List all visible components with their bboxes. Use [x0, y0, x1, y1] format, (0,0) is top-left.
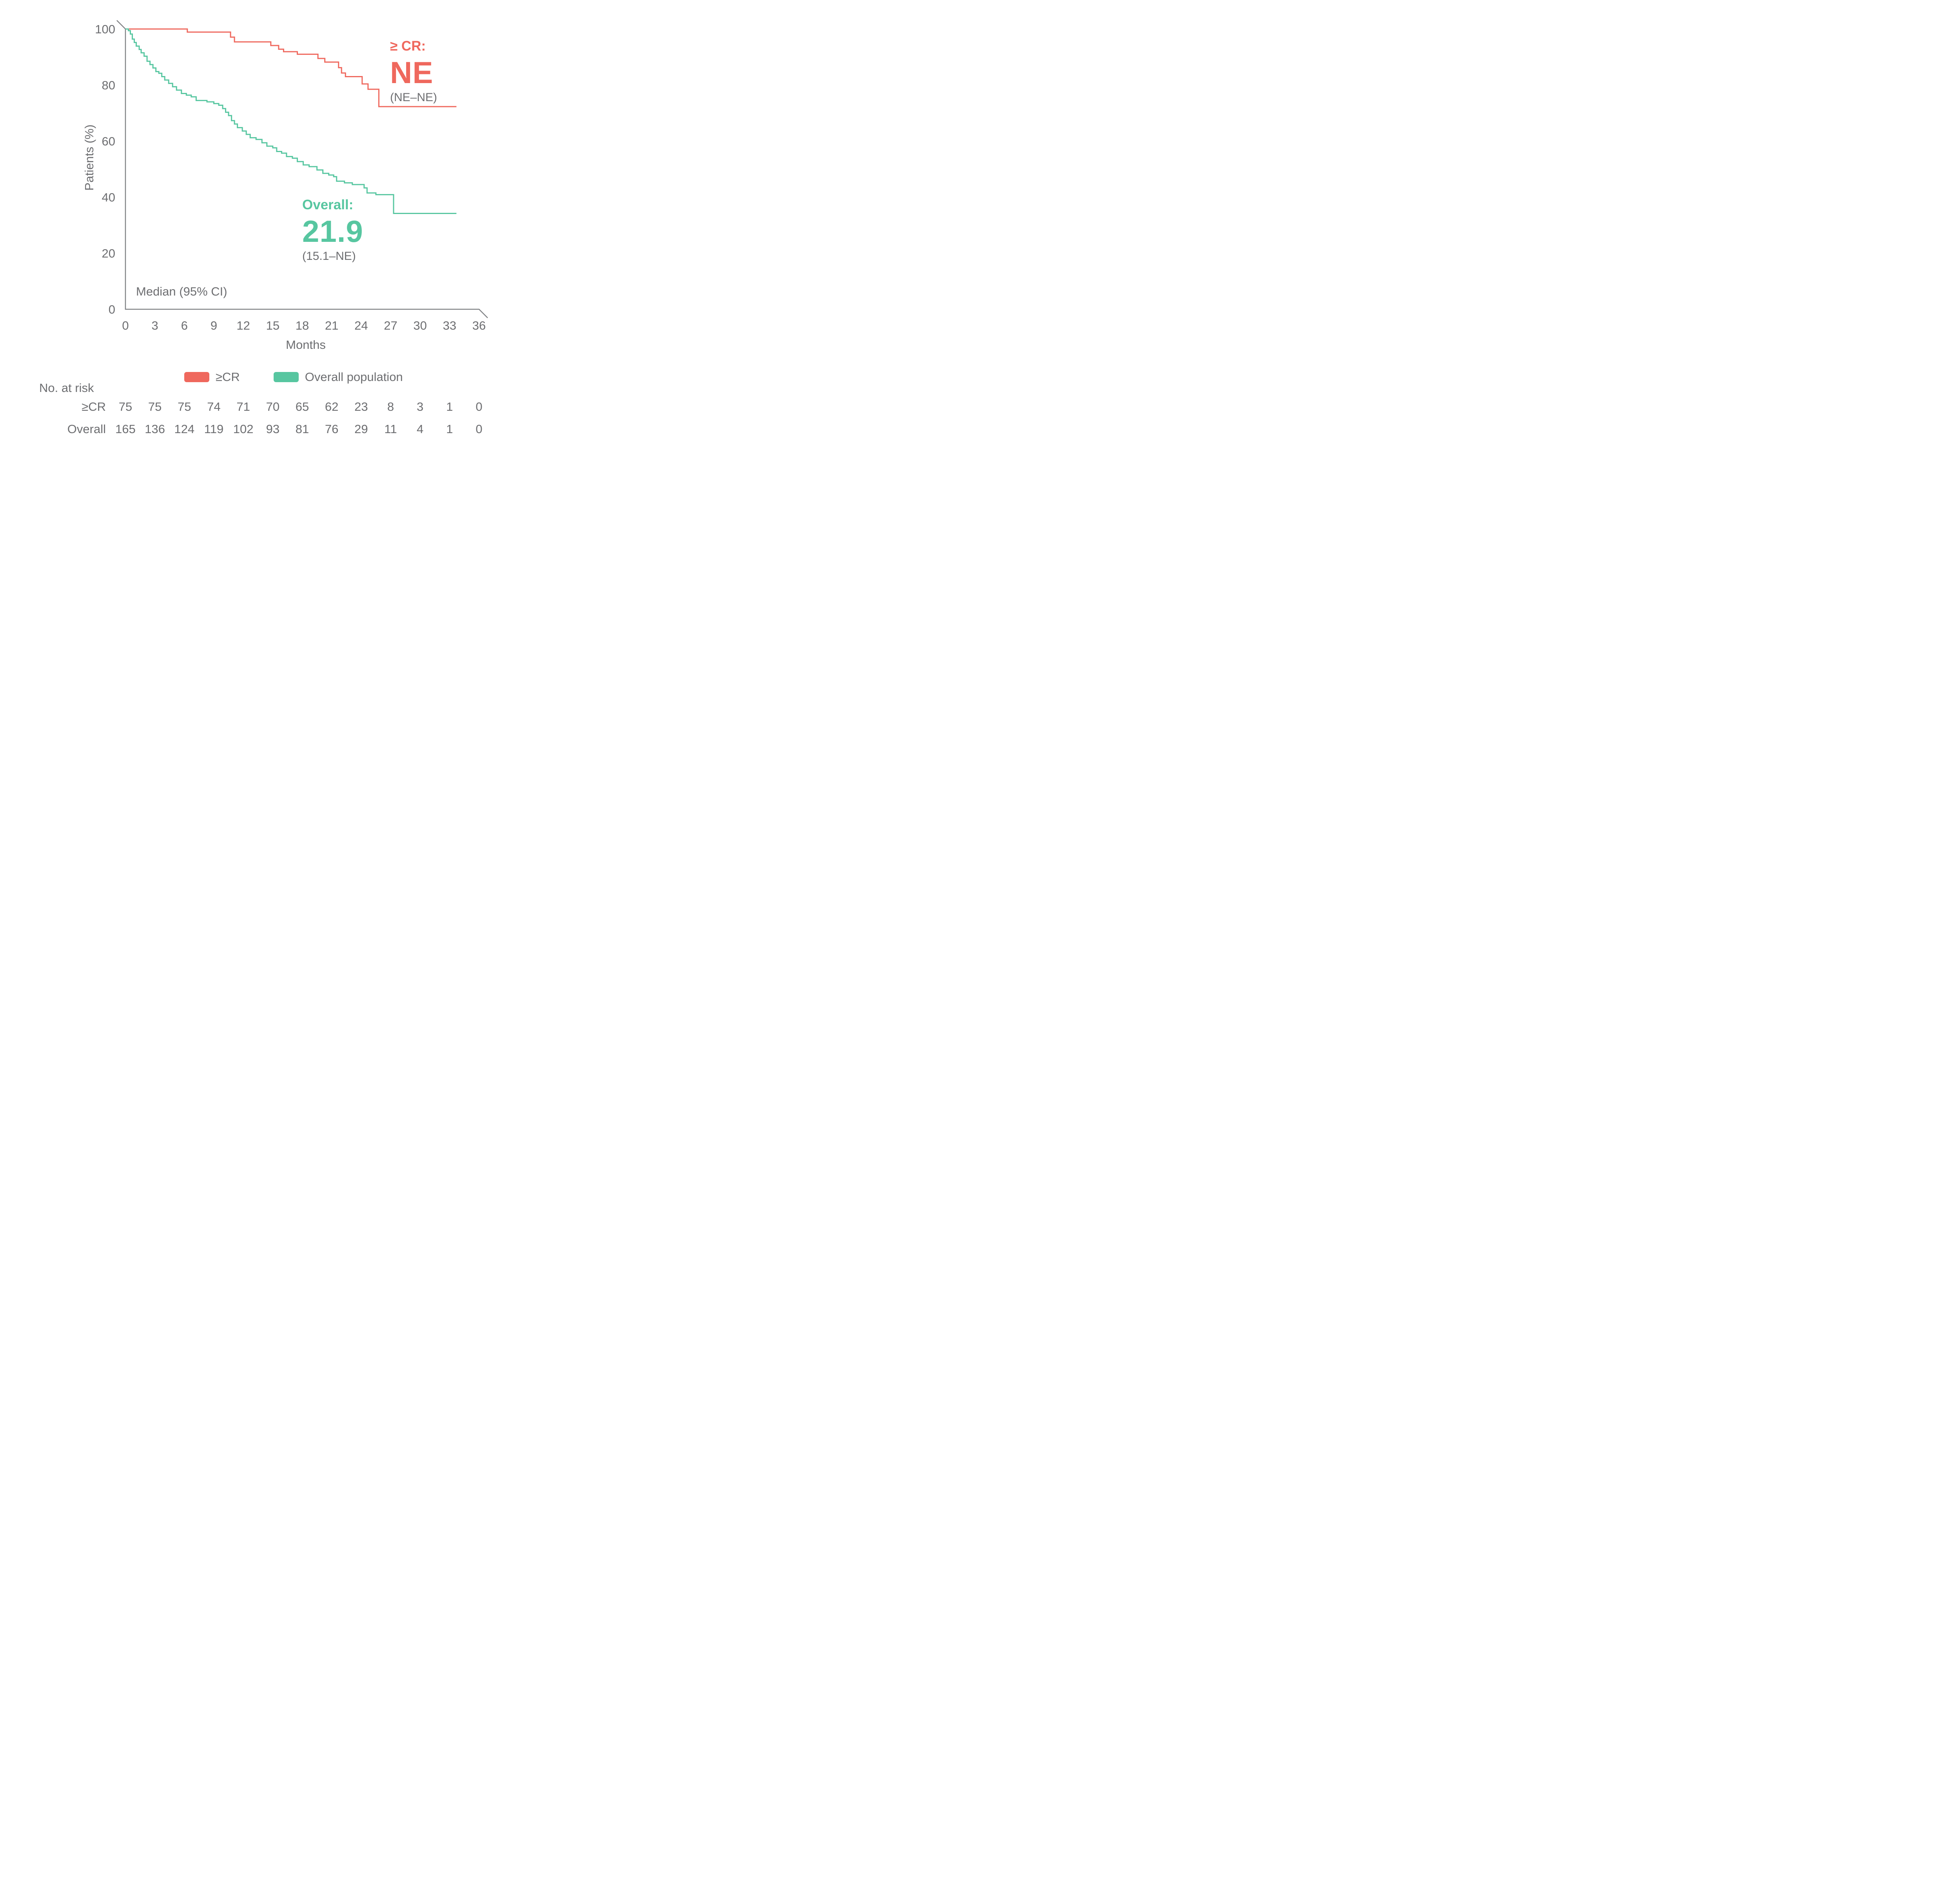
at-risk-value: 62: [325, 400, 338, 414]
at-risk-value: 1: [446, 422, 453, 436]
at-risk-value: 165: [115, 422, 136, 436]
y-tick-label: 60: [102, 134, 115, 148]
at-risk-value: 81: [296, 422, 309, 436]
x-tick-label: 36: [472, 319, 486, 332]
x-tick-label: 24: [354, 319, 368, 332]
at-risk-value: 11: [384, 422, 397, 436]
km-curve-cr: [125, 28, 457, 107]
km-curve-overall: [125, 28, 457, 214]
km-figure: 0 20 40 60 80 100 0 3 6 9 12 15 18 21 24 27 30 33 36 ≥CR 75 7…: [0, 0, 525, 473]
at-risk-value: 29: [354, 422, 368, 436]
at-risk-value: 75: [178, 400, 191, 414]
at-risk-value: 75: [119, 400, 132, 414]
x-tick-label: 12: [236, 319, 250, 332]
overall-median-ci: (15.1–NE): [302, 249, 356, 263]
no-at-risk-title: No. at risk: [39, 381, 94, 395]
overall-median-label: Overall:: [302, 197, 354, 212]
at-risk-value: 8: [387, 400, 394, 414]
cr-legend-swatch-icon: [184, 372, 209, 382]
axes-line: [116, 20, 488, 318]
at-risk-row-label-0: ≥CR: [82, 400, 106, 414]
cr-median-ci: (NE–NE): [390, 91, 437, 104]
at-risk-value: 4: [417, 422, 423, 436]
overall-legend-swatch-icon: [273, 372, 299, 382]
y-tick-label: 0: [109, 303, 115, 316]
x-tick-label: 9: [211, 319, 217, 332]
y-tick-label: 40: [102, 190, 115, 204]
median-ci-note: Median (95% CI): [136, 285, 227, 298]
at-risk-value: 76: [325, 422, 338, 436]
at-risk-value: 102: [233, 422, 254, 436]
x-tick-label: 6: [181, 319, 188, 332]
y-axis-title: Patients (%): [82, 124, 96, 191]
at-risk-value: 119: [204, 422, 223, 436]
x-tick-label: 0: [122, 319, 129, 332]
legend-item-overall: Overall population: [273, 370, 403, 384]
x-tick-label: 3: [152, 319, 158, 332]
x-axis-title: Months: [286, 338, 326, 352]
cr-median-annotation: ≥ CR: NE (NE–NE): [390, 39, 437, 103]
overall-median-annotation: Overall: 21.9 (15.1–NE): [302, 198, 363, 262]
at-risk-value: 3: [417, 400, 423, 414]
x-tick-label: 21: [325, 319, 338, 332]
legend-item-cr: ≥CR: [184, 370, 240, 384]
at-risk-value: 0: [475, 400, 482, 414]
x-tick-label: 30: [413, 319, 426, 332]
at-risk-value: 1: [446, 400, 453, 414]
x-tick-label: 27: [384, 319, 397, 332]
at-risk-value: 93: [266, 422, 279, 436]
at-risk-value: 70: [266, 400, 279, 414]
at-risk-value: 23: [354, 400, 368, 414]
at-risk-value: 65: [296, 400, 309, 414]
x-tick-label: 18: [296, 319, 309, 332]
y-tick-label: 100: [95, 22, 115, 36]
at-risk-value: 124: [174, 422, 194, 436]
at-risk-value: 136: [145, 422, 165, 436]
y-tick-label: 20: [102, 247, 115, 260]
cr-median-value: NE: [390, 55, 434, 90]
cr-median-label: ≥ CR:: [390, 38, 426, 54]
overall-legend-label: Overall population: [305, 370, 403, 384]
x-tick-label: 33: [443, 319, 456, 332]
overall-median-value: 21.9: [302, 214, 363, 249]
at-risk-value: 0: [475, 422, 482, 436]
at-risk-row-label-1: Overall: [67, 422, 106, 436]
at-risk-value: 74: [207, 400, 220, 414]
at-risk-value: 71: [236, 400, 250, 414]
cr-legend-label: ≥CR: [216, 370, 240, 384]
x-tick-label: 15: [266, 319, 279, 332]
legend: ≥CR Overall population: [184, 370, 403, 384]
y-tick-label: 80: [102, 78, 115, 92]
at-risk-value: 75: [148, 400, 162, 414]
